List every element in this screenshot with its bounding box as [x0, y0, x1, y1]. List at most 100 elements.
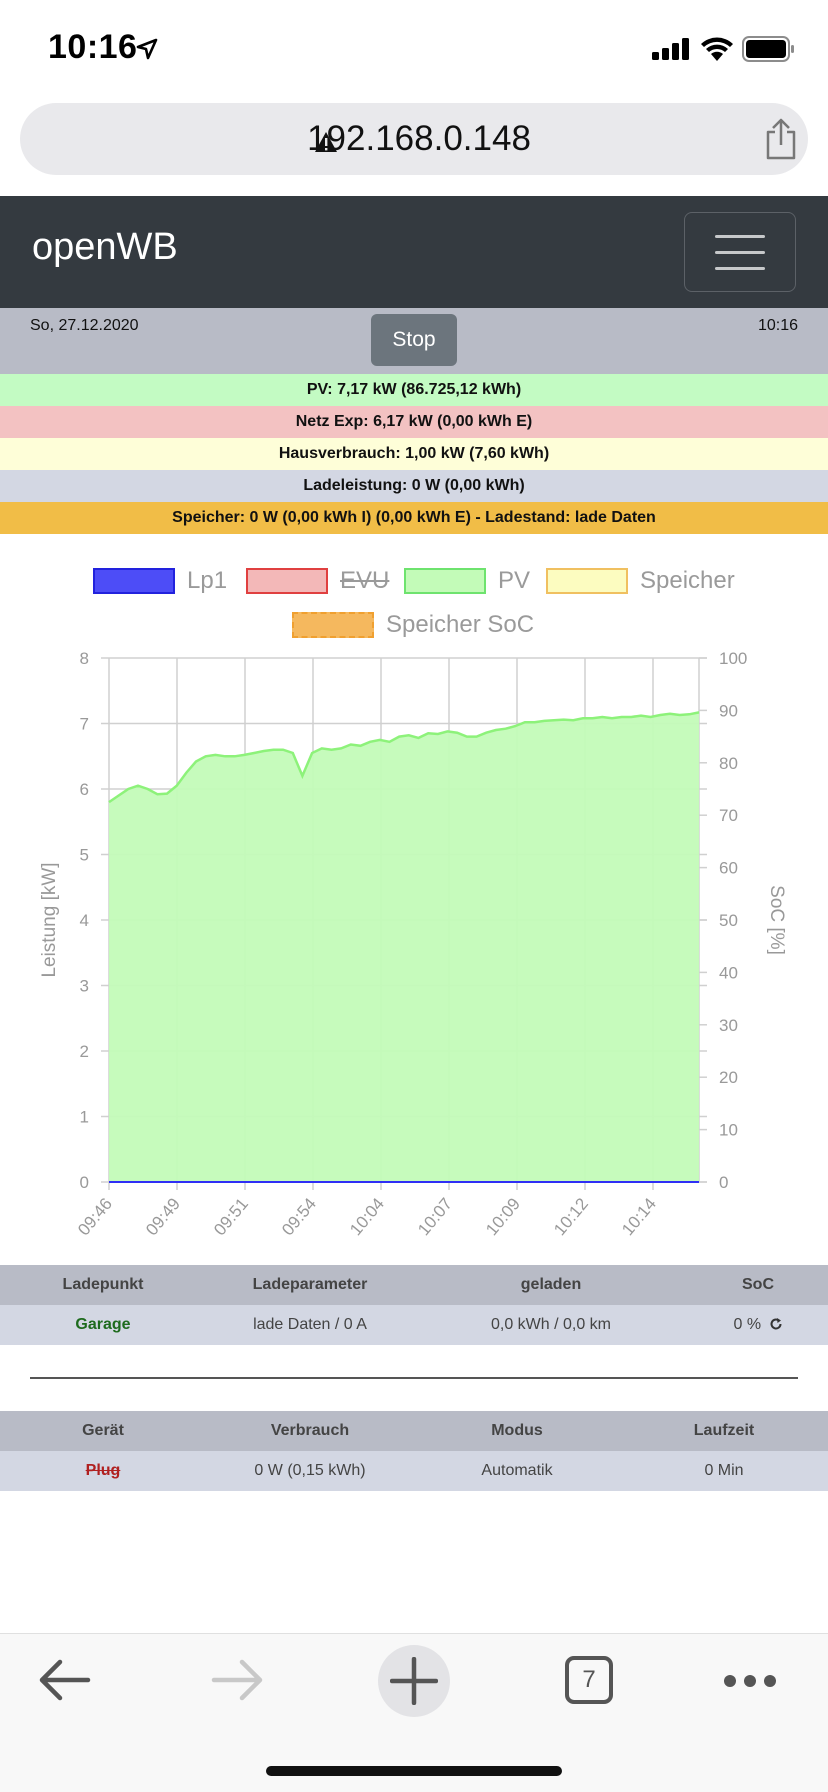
location-arrow-icon [136, 38, 158, 60]
column-header: Ladeparameter [252, 1276, 368, 1293]
y-tick-label-right: 40 [719, 963, 738, 982]
y-tick-label-left: 2 [80, 1042, 89, 1061]
soc-value: 0 % [733, 1316, 762, 1333]
menu-icon [715, 235, 765, 238]
table-row: Plug 0 W (0,15 kWh) Automatik 0 Min [0, 1451, 828, 1491]
legend-label: PV [498, 567, 531, 594]
charge-parameter: lade Daten / 0 A [253, 1316, 367, 1333]
x-tick-label: 10:12 [550, 1194, 592, 1239]
home-indicator [266, 1766, 562, 1776]
y-tick-label-left: 0 [80, 1173, 89, 1192]
plus-icon [390, 1657, 438, 1705]
legend-swatch [546, 568, 628, 594]
table-header: Ladepunkt Ladeparameter geladen SoC [0, 1265, 828, 1305]
new-tab-button[interactable] [378, 1645, 450, 1717]
device-name[interactable]: Plug [85, 1462, 121, 1479]
legend-label: Speicher SoC [386, 611, 535, 638]
pv-area [109, 712, 699, 1182]
device-runtime: 0 Min [704, 1462, 744, 1479]
stop-button[interactable]: Stop [371, 314, 457, 366]
time-label: 10:16 [757, 317, 798, 334]
more-options-icon[interactable] [722, 1673, 778, 1689]
column-header: Ladepunkt [62, 1276, 144, 1293]
y-tick-label-right: 80 [719, 754, 738, 773]
y-tick-label-left: 3 [80, 977, 89, 996]
x-tick-label: 10:04 [346, 1194, 388, 1239]
device-table: Gerät Verbrauch Modus Laufzeit Plug 0 W … [0, 1411, 828, 1491]
forward-arrow-icon[interactable] [210, 1658, 266, 1702]
y-tick-label-right: 0 [719, 1173, 728, 1192]
back-arrow-icon[interactable] [36, 1658, 92, 1702]
y-tick-label-right: 50 [719, 911, 738, 930]
table-row: Garage lade Daten / 0 A 0,0 kWh / 0,0 km… [0, 1305, 828, 1345]
status-time: 10:16 [48, 28, 138, 66]
x-tick-label: 10:09 [482, 1194, 524, 1239]
battery-icon [742, 36, 794, 62]
grid-status-row: Netz Exp: 6,17 kW (0,00 kWh E) [0, 406, 828, 438]
charging-power-row: Ladeleistung: 0 W (0,00 kWh) [0, 470, 828, 502]
legend-label: EVU [340, 567, 390, 594]
column-header: geladen [520, 1276, 582, 1293]
x-tick-label: 09:46 [74, 1194, 116, 1239]
y-tick-label-left: 8 [80, 649, 89, 668]
power-chart: 0 1 2 3 4 5 6 7 8 0 10 20 30 40 50 60 70 80 90 100 09:46 09… [39, 649, 787, 1239]
legend-swatch [246, 568, 328, 594]
legend-swatch [292, 612, 374, 638]
browser-toolbar: 7 [0, 1633, 828, 1792]
x-tick-label: 09:51 [210, 1194, 252, 1239]
house-consumption-row: Hausverbrauch: 1,00 kW (7,60 kWh) [0, 438, 828, 470]
x-tick-label: 10:07 [414, 1194, 456, 1239]
tabs-button[interactable]: 7 [565, 1656, 613, 1704]
menu-toggle-button[interactable] [684, 212, 796, 292]
y-tick-label-right: 100 [719, 649, 747, 668]
y-tick-label-left: 7 [80, 715, 89, 734]
device-consumption: 0 W (0,15 kWh) [254, 1462, 366, 1479]
legend-label: Speicher [640, 567, 735, 594]
refresh-icon[interactable] [769, 1317, 783, 1331]
wifi-icon [701, 37, 733, 61]
legend-label: Lp1 [187, 567, 228, 594]
x-tick-label: 09:54 [278, 1194, 320, 1239]
y-tick-label-right: 70 [719, 806, 738, 825]
storage-status-row: Speicher: 0 W (0,00 kWh I) (0,00 kWh E) … [0, 502, 828, 534]
address-bar[interactable]: 192.168.0.148 [20, 103, 808, 175]
app-navbar: openWB [0, 196, 828, 308]
y-tick-label-right: 20 [719, 1068, 738, 1087]
column-header: Modus [491, 1422, 543, 1439]
url-text: 192.168.0.148 [307, 119, 531, 158]
pv-status-row: PV: 7,17 kW (86.725,12 kWh) [0, 374, 828, 406]
table-header: Gerät Verbrauch Modus Laufzeit [0, 1411, 828, 1451]
legend-swatch [404, 568, 486, 594]
soc-cell: 0 % [688, 1305, 828, 1345]
y-axis-label-right: SoC [%] [766, 885, 787, 955]
y-tick-label-right: 30 [719, 1016, 738, 1035]
chargepoint-name[interactable]: Garage [75, 1316, 131, 1333]
warning-triangle-icon [315, 132, 337, 152]
share-icon[interactable] [764, 118, 798, 160]
y-tick-label-left: 4 [80, 911, 89, 930]
charged-amount: 0,0 kWh / 0,0 km [490, 1316, 612, 1333]
section-divider [30, 1377, 798, 1379]
x-tick-label: 10:14 [618, 1194, 660, 1239]
y-tick-label-right: 60 [719, 859, 738, 878]
info-bar: So, 27.12.2020 Stop 10:16 [0, 308, 828, 374]
tab-count: 7 [582, 1666, 596, 1693]
brand-title[interactable]: openWB [32, 226, 178, 268]
x-tick-label: 09:49 [142, 1194, 184, 1239]
pv-line [108, 711, 700, 804]
status-bar: 10:16 [0, 0, 828, 96]
column-header: Gerät [82, 1422, 124, 1439]
y-tick-label-right: 90 [719, 701, 738, 720]
chargepoint-table: Ladepunkt Ladeparameter geladen SoC Gara… [0, 1265, 828, 1345]
legend-swatch [93, 568, 175, 594]
cellular-signal-icon [652, 38, 689, 60]
column-header: Laufzeit [693, 1422, 755, 1439]
y-tick-label-right: 10 [719, 1121, 738, 1140]
y-tick-label-left: 1 [80, 1108, 89, 1127]
device-mode: Automatik [481, 1462, 553, 1479]
y-axis-label-left: Leistung [kW] [39, 862, 60, 977]
y-tick-label-left: 5 [80, 846, 89, 865]
column-header: Verbrauch [270, 1422, 350, 1439]
column-header: SoC [742, 1276, 774, 1293]
date-label: So, 27.12.2020 [30, 317, 139, 334]
